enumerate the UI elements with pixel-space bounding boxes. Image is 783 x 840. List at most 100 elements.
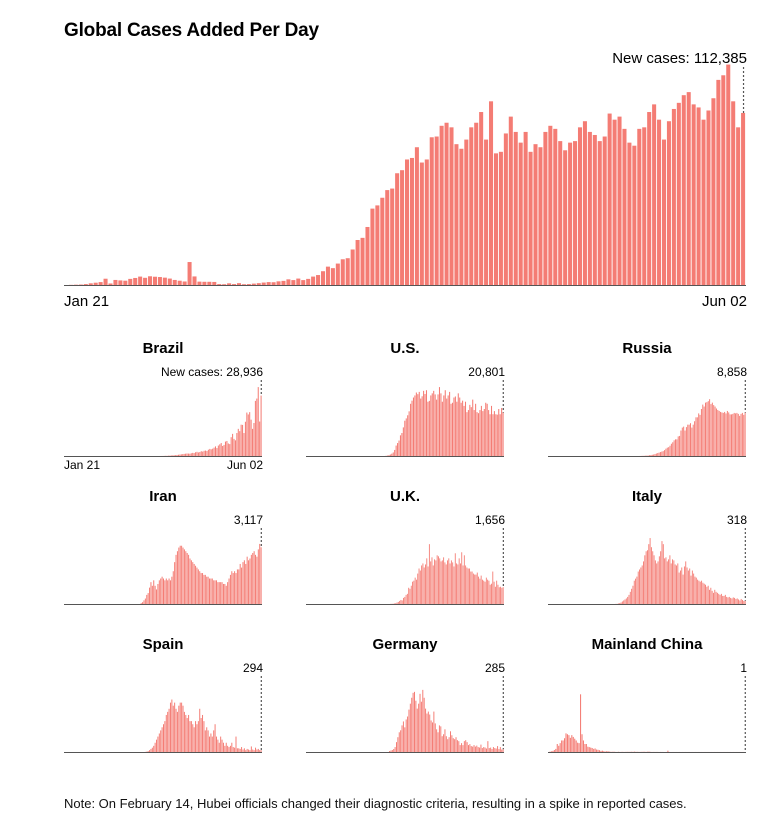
uk-bar xyxy=(410,585,412,604)
us-bar xyxy=(398,440,400,456)
iran-bar xyxy=(172,571,174,604)
us-bar xyxy=(472,399,474,456)
spain-bar xyxy=(179,702,181,752)
uk-bar xyxy=(480,575,482,604)
germany-bar xyxy=(498,749,500,752)
iran-bar xyxy=(174,562,176,604)
germany-bar xyxy=(391,750,393,752)
global-bar xyxy=(88,283,93,285)
italy-bar xyxy=(665,557,667,604)
us-bar xyxy=(410,403,412,456)
brazil-bar xyxy=(240,424,242,456)
global-bar xyxy=(400,170,405,285)
brazil-bar xyxy=(200,451,202,456)
italy-bar xyxy=(672,559,673,604)
spain-bar xyxy=(154,742,156,752)
italy-bar xyxy=(703,583,705,604)
us-bar xyxy=(405,418,407,456)
uk-bar xyxy=(432,565,434,604)
iran-bar xyxy=(147,593,149,604)
italy-bar xyxy=(694,576,696,604)
italy-bar xyxy=(631,588,633,604)
global-bar xyxy=(162,277,167,285)
italy-bar xyxy=(658,556,660,604)
china-bar xyxy=(569,737,571,752)
global-bar xyxy=(444,122,449,286)
us-bar xyxy=(397,443,399,456)
us-bar xyxy=(502,412,504,456)
russia-bar xyxy=(677,436,679,456)
us-bar xyxy=(453,397,455,456)
italy-bar xyxy=(632,585,634,604)
iran-bar xyxy=(206,576,208,604)
global-bar xyxy=(167,278,172,285)
russia-bar xyxy=(664,450,666,456)
us-bar xyxy=(402,427,404,456)
iran-bar xyxy=(221,582,223,604)
uk-bar xyxy=(500,586,502,604)
iran-bar xyxy=(224,583,226,604)
china-bar xyxy=(571,735,573,752)
iran-bar xyxy=(245,563,247,604)
spain-bar xyxy=(164,721,166,752)
us-bar xyxy=(430,395,432,456)
italy-bar xyxy=(732,597,734,604)
us-bar xyxy=(444,390,446,456)
us-bar xyxy=(476,412,478,456)
global-bar xyxy=(498,151,503,285)
iran-bar xyxy=(213,580,215,604)
global-bar xyxy=(138,276,143,285)
us-bar xyxy=(427,401,429,456)
brazil-bar xyxy=(182,454,184,456)
italy-bar xyxy=(735,598,737,604)
uk-bar xyxy=(452,562,454,604)
russia-bar xyxy=(685,427,687,456)
spain-bar xyxy=(256,749,258,752)
chart-us: 20,801 xyxy=(306,365,505,457)
spain-bar xyxy=(147,751,149,752)
china-bar xyxy=(577,742,579,752)
iran-bar xyxy=(165,578,167,604)
global-bar xyxy=(261,282,266,285)
global-bar xyxy=(390,188,395,285)
us-bar xyxy=(395,445,397,456)
global-bar xyxy=(128,278,133,285)
global-bar xyxy=(172,279,177,285)
spain-bar xyxy=(210,733,212,752)
panel-title-russia: Russia xyxy=(622,340,672,357)
spain-bar xyxy=(189,721,191,752)
panel-title-spain: Spain xyxy=(142,636,184,653)
spain-bar xyxy=(229,745,231,752)
us-bar xyxy=(483,409,485,456)
global-bar xyxy=(592,134,597,285)
germany-bar xyxy=(440,726,442,752)
spain-bar xyxy=(193,727,195,752)
iran-bar xyxy=(234,571,236,604)
iran-bar xyxy=(248,560,250,604)
iran-bar xyxy=(246,556,248,604)
global-bar xyxy=(340,259,345,285)
china-bar xyxy=(572,736,574,752)
china-bar xyxy=(591,748,593,752)
uk-bar xyxy=(404,596,406,604)
global-bar xyxy=(83,284,88,285)
italy-bar xyxy=(627,596,629,604)
italy-bar xyxy=(689,568,691,604)
russia-bar xyxy=(691,427,693,456)
germany-bar xyxy=(451,735,453,752)
uk-bar xyxy=(414,577,416,604)
iran-bar xyxy=(241,567,243,604)
us-bar xyxy=(446,398,448,456)
iran-bar xyxy=(156,589,158,604)
brazil-bar xyxy=(170,455,172,456)
iran-bar xyxy=(169,580,171,604)
global-bar xyxy=(271,282,276,285)
china-bar xyxy=(553,750,555,752)
global-bar xyxy=(301,280,306,285)
brazil-bar xyxy=(247,414,249,456)
uk-bar xyxy=(469,568,470,604)
global-bar xyxy=(93,282,98,285)
global-bar xyxy=(484,139,489,285)
spain-bar xyxy=(259,750,261,752)
brazil-bar xyxy=(173,455,175,456)
